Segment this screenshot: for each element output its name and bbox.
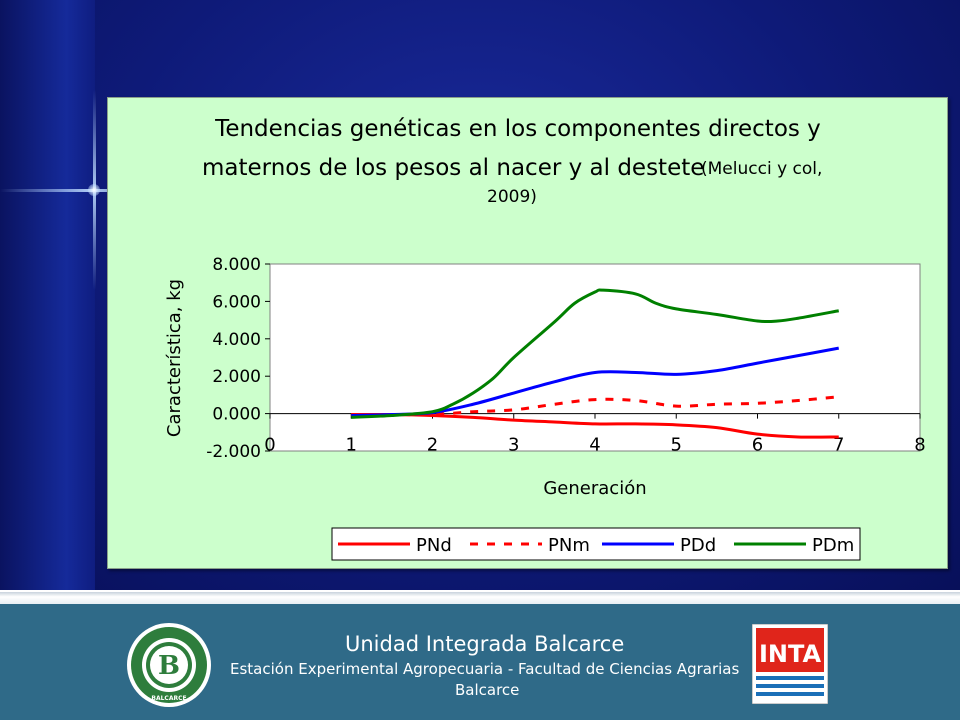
seal-letter: B xyxy=(158,651,180,681)
y-tick-label: 8.000 xyxy=(212,255,261,275)
seal-text: BALCARCE xyxy=(151,695,186,702)
series-line-pdm xyxy=(351,288,840,419)
inta-logo: INTA xyxy=(752,624,828,704)
legend-label-pdd: PDd xyxy=(680,535,716,556)
x-axis-label: Generación xyxy=(543,478,646,499)
university-seal-logo: B BALCARCE xyxy=(127,623,211,707)
y-tick-label: 4.000 xyxy=(212,330,261,350)
y-tick-label: 0.000 xyxy=(212,405,261,425)
series-line-pnd xyxy=(351,412,839,439)
footer-title: Unidad Integrada Balcarce xyxy=(345,632,625,656)
inta-logo-text: INTA xyxy=(759,640,822,668)
chart-panel: Tendencias genéticas en los componentes … xyxy=(107,97,948,569)
y-tick-label: -2.000 xyxy=(206,442,261,462)
x-tick-label: 3 xyxy=(508,435,519,456)
chart-citation-line-2: 2009) xyxy=(487,187,537,207)
plot-area xyxy=(269,263,921,452)
y-axis-ticks: -2.000 0.000 2.000 4.000 6.000 8.000 xyxy=(206,255,270,462)
legend-label-pnd: PNd xyxy=(416,535,452,556)
chart-citation-line-1: (Melucci y col, xyxy=(701,159,822,179)
y-tick-label: 6.000 xyxy=(212,292,261,312)
series-line-pnm xyxy=(351,395,839,417)
legend-label-pdm: PDm xyxy=(812,535,854,556)
x-tick-label: 5 xyxy=(671,435,682,456)
legend-label-pnm: PNm xyxy=(548,535,590,556)
slide-left-band xyxy=(0,0,95,590)
x-tick-label: 7 xyxy=(833,435,844,456)
x-tick-label: 6 xyxy=(752,435,763,456)
chart-svg: Tendencias genéticas en los componentes … xyxy=(164,116,926,561)
sparkle-horizontal xyxy=(0,189,200,192)
y-tick-label: 2.000 xyxy=(212,367,261,387)
x-tick-label: 8 xyxy=(914,435,925,456)
x-axis-ticks: 0 1 2 3 4 5 6 7 8 xyxy=(264,413,926,456)
footer-city: Balcarce xyxy=(455,681,520,699)
x-tick-label: 2 xyxy=(427,435,438,456)
x-tick-label: 4 xyxy=(589,435,600,456)
legend: PNd PNm PDd PDm xyxy=(338,535,854,556)
sparkle-star-icon xyxy=(88,184,100,196)
y-axis-label: Característica, kg xyxy=(164,279,185,437)
series-lines xyxy=(351,288,840,439)
chart-title-line-2: maternos de los pesos al nacer y al dest… xyxy=(202,155,704,181)
x-tick-label: 1 xyxy=(346,435,357,456)
chart-title-line-1: Tendencias genéticas en los componentes … xyxy=(214,116,821,142)
x-tick-label: 0 xyxy=(264,435,275,456)
footer-subtitle: Estación Experimental Agropecuaria - Fac… xyxy=(230,660,740,678)
footer-divider-strip xyxy=(0,592,960,604)
